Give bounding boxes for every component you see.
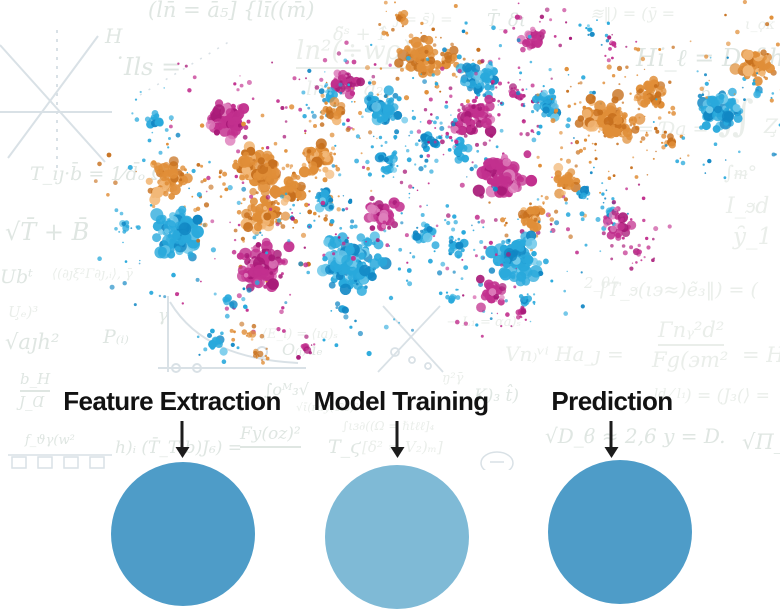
down-arrow-icon [181, 421, 184, 447]
feature-extraction-label: Feature Extraction [63, 386, 281, 417]
down-arrow-icon [396, 421, 399, 447]
prediction-node [548, 460, 692, 604]
feature-extraction-node [111, 462, 255, 606]
down-arrow-icon [610, 421, 613, 447]
ml-pipeline: Feature Extraction Model Training Predic… [0, 0, 780, 470]
model-training-node [325, 465, 469, 609]
model-training-label: Model Training [313, 386, 488, 417]
prediction-label: Prediction [551, 386, 672, 417]
